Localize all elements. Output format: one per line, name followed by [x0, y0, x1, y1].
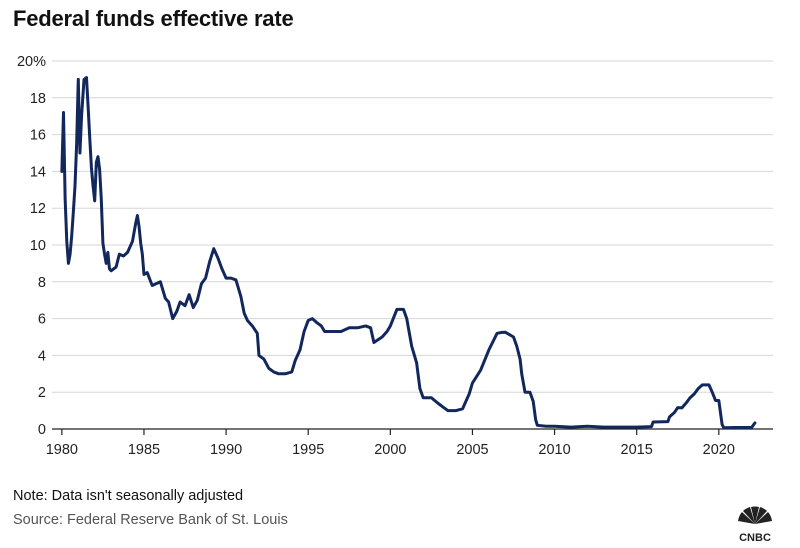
y-tick-label: 14	[30, 164, 46, 180]
chart-title: Federal funds effective rate	[13, 6, 294, 31]
x-tick-label: 1980	[46, 442, 78, 458]
series-line-federal-funds-rate	[60, 76, 757, 430]
y-tick-label: 20%	[17, 54, 46, 70]
cnbc-logo-text: CNBC	[739, 532, 771, 544]
y-tick-label: 2	[38, 385, 46, 401]
x-tick-label: 1990	[210, 442, 242, 458]
x-tick-label: 2010	[538, 442, 570, 458]
y-tick-label: 12	[30, 201, 46, 217]
x-tick-label: 2005	[456, 442, 488, 458]
x-tick-label: 2015	[621, 442, 653, 458]
y-tick-label: 6	[38, 312, 46, 328]
x-tick-label: 2020	[703, 442, 735, 458]
x-tick-label: 1985	[128, 442, 160, 458]
y-tick-label: 0	[38, 422, 46, 438]
x-axis	[52, 428, 773, 435]
cnbc-peacock-logo: CNBC	[738, 506, 772, 544]
footnote: Note: Data isn't seasonally adjusted	[13, 488, 244, 504]
x-tick-label: 1995	[292, 442, 324, 458]
y-axis-tick-labels: 0 2 4 6 8 10 12 14 16 18 20%	[17, 54, 46, 438]
x-tick-label: 2000	[374, 442, 406, 458]
y-tick-label: 10	[30, 238, 46, 254]
y-tick-label: 4	[38, 348, 46, 364]
y-tick-label: 16	[30, 128, 46, 144]
x-axis-tick-labels: 1980 1985 1990 1995 2000 2005 2010 2015 2020	[46, 442, 735, 458]
source-credit: Source: Federal Reserve Bank of St. Loui…	[13, 512, 288, 528]
y-tick-label: 18	[30, 91, 46, 107]
y-tick-label: 8	[38, 275, 46, 291]
